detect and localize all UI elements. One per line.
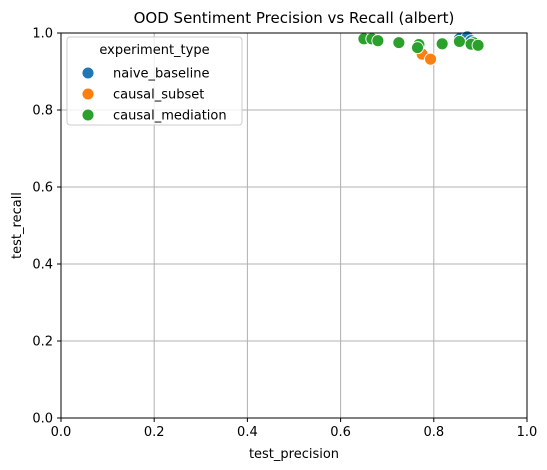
data-points xyxy=(357,30,485,66)
legend-title: experiment_type xyxy=(99,43,209,58)
y-tick-label: 0.4 xyxy=(32,258,53,273)
x-tick-label: 0.0 xyxy=(51,425,72,440)
chart-title: OOD Sentiment Precision vs Recall (alber… xyxy=(134,9,455,27)
data-point-causal_mediation xyxy=(392,36,406,50)
y-axis-ticks: 0.0 0.2 0.4 0.6 0.8 1.0 xyxy=(32,27,61,427)
y-tick-label: 0.0 xyxy=(32,412,53,427)
legend-marker-causal_mediation xyxy=(81,108,95,122)
y-tick-label: 0.6 xyxy=(32,181,53,196)
x-tick-label: 0.6 xyxy=(330,425,351,440)
legend-marker-naive_baseline xyxy=(81,66,95,80)
data-point-causal_mediation xyxy=(471,38,485,52)
x-tick-label: 0.4 xyxy=(237,425,258,440)
y-tick-label: 0.2 xyxy=(32,335,53,350)
x-tick-label: 1.0 xyxy=(517,425,538,440)
data-point-causal_mediation xyxy=(371,34,385,48)
legend-label-causal_mediation: causal_mediation xyxy=(113,109,227,124)
legend-label-naive_baseline: naive_baseline xyxy=(113,67,209,82)
x-axis-ticks: 0.0 0.2 0.4 0.6 0.8 1.0 xyxy=(51,418,538,440)
data-point-causal_mediation xyxy=(411,41,424,55)
y-tick-label: 0.8 xyxy=(32,104,53,119)
y-axis-label: test_recall xyxy=(10,192,25,259)
y-tick-label: 1.0 xyxy=(32,27,53,42)
plot-frame xyxy=(60,32,528,419)
x-tick-label: 0.2 xyxy=(144,425,165,440)
data-point-causal_mediation xyxy=(452,35,466,48)
legend-label-causal_subset: causal_subset xyxy=(113,88,204,103)
legend-marker-causal_subset xyxy=(81,87,95,101)
legend-box xyxy=(66,36,243,126)
x-axis-label: test_precision xyxy=(249,447,339,462)
x-tick-label: 0.8 xyxy=(423,425,444,440)
legend: experiment_type naive_baseline causal_subs… xyxy=(66,36,243,126)
data-point-causal_mediation xyxy=(435,37,449,51)
data-point-causal_subset xyxy=(424,52,437,66)
